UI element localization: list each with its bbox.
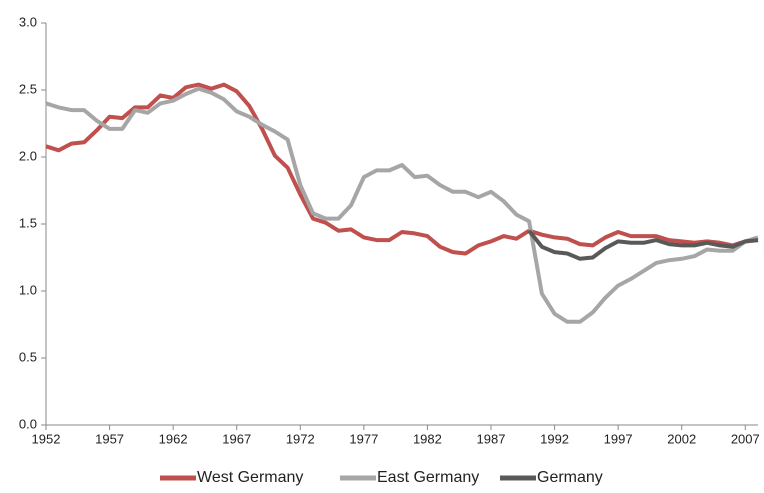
x-tick-label: 1972 — [286, 431, 315, 446]
line-series — [45, 82, 759, 256]
x-tick-label: 1992 — [540, 431, 569, 446]
line-series — [45, 86, 759, 324]
y-tick-label: 2.5 — [19, 81, 37, 96]
y-tick-label: 0.5 — [19, 349, 37, 364]
y-tick-label: 1.0 — [19, 282, 37, 297]
y-tick-label: 3.0 — [19, 14, 37, 29]
y-tick-label: 0.0 — [19, 416, 37, 431]
legend-label: East Germany — [377, 469, 479, 486]
x-tick-label: 2002 — [667, 431, 696, 446]
legend-label: Germany — [537, 469, 603, 486]
legend-label: West Germany — [197, 469, 303, 486]
x-tick-label: 1982 — [413, 431, 442, 446]
x-tick-label: 1977 — [349, 431, 378, 446]
x-tick-label: 1967 — [222, 431, 251, 446]
x-tick-label: 1962 — [159, 431, 188, 446]
line-series — [527, 229, 759, 261]
x-tick-label: 1987 — [477, 431, 506, 446]
y-tick-label: 1.5 — [19, 215, 37, 230]
x-tick-label: 1957 — [95, 431, 124, 446]
x-tick-label: 2007 — [731, 431, 760, 446]
x-tick-label: 1952 — [32, 431, 61, 446]
y-tick-label: 2.0 — [19, 148, 37, 163]
x-tick-label: 1997 — [604, 431, 633, 446]
